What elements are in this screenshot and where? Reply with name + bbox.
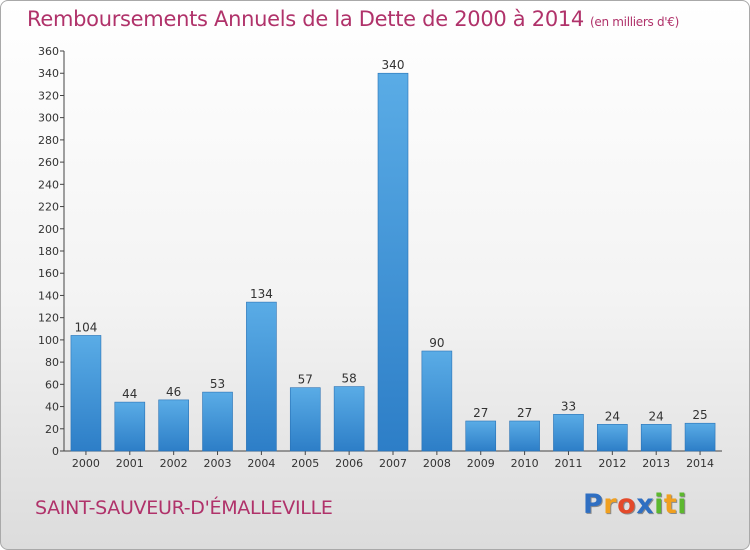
value-label: 27: [517, 406, 532, 420]
x-tick-label: 2009: [467, 457, 495, 470]
y-tick-label: 320: [38, 89, 59, 102]
value-label: 134: [250, 287, 273, 301]
x-tick-label: 2007: [379, 457, 407, 470]
value-label: 46: [166, 385, 181, 399]
logo-letter: i: [654, 489, 664, 520]
x-tick-label: 2012: [598, 457, 626, 470]
bar-series: [70, 72, 716, 452]
x-tick-label: 2013: [642, 457, 670, 470]
y-tick-label: 100: [38, 334, 59, 347]
bar-2000: [70, 335, 102, 452]
bar-2005: [289, 387, 321, 452]
bar-2007: [377, 72, 409, 452]
value-label: 340: [382, 58, 405, 72]
x-tick-label: 2011: [554, 457, 582, 470]
x-tick-label: 2002: [160, 457, 188, 470]
y-tick-label: 160: [38, 267, 59, 280]
y-tick-label: 280: [38, 134, 59, 147]
proxiti-logo: Proxiti: [583, 489, 687, 520]
x-tick-label: 2003: [204, 457, 232, 470]
y-tick-label: 200: [38, 223, 59, 236]
commune-name: SAINT-SAUVEUR-D'ÉMALLEVILLE: [35, 497, 333, 519]
y-tick-label: 140: [38, 289, 59, 302]
bar-2011: [553, 414, 584, 452]
bar-2002: [158, 399, 189, 452]
value-label: 90: [429, 336, 444, 350]
chart-unit: (en milliers d'€): [590, 15, 680, 29]
bar-2001: [114, 401, 146, 452]
x-tick-label: 2006: [335, 457, 363, 470]
y-tick-label: 260: [38, 156, 59, 169]
y-tick-label: 360: [38, 45, 59, 58]
x-tick-label: 2005: [291, 457, 319, 470]
bar-2014: [684, 422, 716, 452]
value-label: 33: [561, 399, 576, 413]
bar-2006: [333, 386, 365, 452]
chart-axes: 0 20 40 60 80 100 120 140 160 180 200 220 240 260 280 3…: [38, 45, 722, 470]
x-tick-label: 2000: [72, 457, 100, 470]
logo-letter: t: [663, 489, 678, 520]
y-tick-label: 240: [38, 178, 59, 191]
chart-title-text: Remboursements Annuels de la Dette de 20…: [27, 7, 584, 31]
y-tick-label: 20: [45, 423, 59, 436]
value-label: 57: [298, 373, 313, 387]
bar-2009: [465, 420, 497, 452]
y-tick-label: 0: [52, 445, 59, 458]
x-tick-label: 2010: [511, 457, 539, 470]
bar-2008: [421, 350, 453, 452]
value-labels: 104 44 46 53 134 57 58 340 90 27 27 33 24 24 25: [74, 58, 707, 423]
logo-letter: x: [636, 489, 655, 520]
value-label: 25: [692, 408, 707, 422]
value-label: 24: [605, 409, 620, 423]
x-tick-label: 2008: [423, 457, 451, 470]
logo-letter: r: [603, 489, 618, 520]
value-label: 44: [122, 387, 137, 401]
bar-2013: [640, 424, 672, 452]
bar-2004: [246, 301, 277, 452]
x-tick-label: 2014: [686, 457, 714, 470]
value-label: 53: [210, 377, 225, 391]
y-tick-label: 60: [45, 378, 59, 391]
y-tick-label: 80: [45, 356, 59, 369]
value-label: 27: [473, 406, 488, 420]
logo-letter: o: [617, 489, 637, 520]
y-tick-label: 340: [38, 67, 59, 80]
y-tick-label: 120: [38, 312, 59, 325]
chart-title: Remboursements Annuels de la Dette de 20…: [27, 7, 679, 31]
bar-2003: [202, 391, 233, 452]
value-label: 24: [649, 409, 664, 423]
x-tick-label: 2004: [247, 457, 275, 470]
bar-2010: [509, 420, 540, 452]
y-tick-label: 40: [45, 401, 59, 414]
y-tick-label: 220: [38, 201, 59, 214]
value-label: 58: [341, 372, 356, 386]
logo-letter: P: [583, 489, 604, 520]
value-label: 104: [74, 320, 97, 334]
bar-2012: [597, 424, 628, 452]
logo-letter: i: [677, 489, 688, 520]
y-tick-label: 300: [38, 112, 59, 125]
x-tick-label: 2001: [116, 457, 144, 470]
y-tick-label: 180: [38, 245, 59, 258]
